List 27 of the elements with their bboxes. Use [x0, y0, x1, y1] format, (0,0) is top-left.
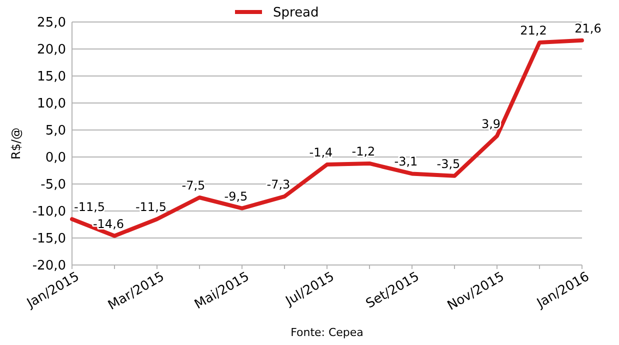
data-label: -1,4	[309, 146, 333, 160]
y-tick-label: -10,0	[32, 204, 66, 220]
data-label: -3,5	[436, 156, 460, 171]
data-label: -14,6	[92, 216, 124, 231]
y-tick-label: 20,0	[37, 42, 66, 58]
data-label: 21,2	[520, 24, 547, 38]
data-label: -11,5	[135, 200, 167, 214]
line-series	[70, 38, 584, 238]
y-tick-label: 25,0	[37, 16, 66, 31]
data-label: -7,5	[182, 178, 206, 192]
y-tick-label: -15,0	[32, 232, 66, 247]
data-label: -3,1	[394, 154, 418, 169]
y-tick-label: 10,0	[37, 96, 66, 112]
data-label: -11,5	[74, 200, 106, 214]
data-label: -9,5	[224, 189, 248, 204]
y-tick-label: 5,0	[45, 124, 66, 139]
data-label: -1,2	[352, 144, 376, 158]
y-tick-label: 0,0	[45, 150, 66, 166]
y-axis-title: R$/@	[9, 127, 23, 160]
data-label: 3,9	[481, 116, 501, 131]
y-tick-label: 15,0	[37, 70, 66, 85]
y-tick-label: -20,0	[32, 258, 66, 274]
data-label: -7,3	[266, 177, 290, 192]
data-label: 21,6	[574, 21, 602, 36]
legend-label: Spread	[273, 6, 319, 21]
source-note: Fonte: Cepea	[290, 326, 364, 339]
y-tick-label: -5,0	[40, 178, 66, 193]
